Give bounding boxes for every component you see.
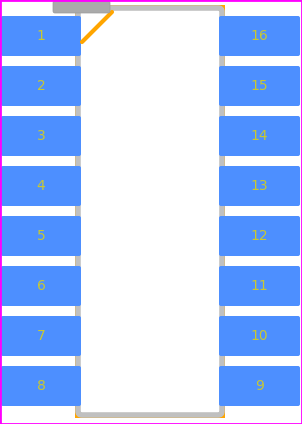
FancyBboxPatch shape (78, 8, 222, 415)
FancyBboxPatch shape (219, 166, 300, 206)
Text: 5: 5 (37, 229, 45, 243)
Text: 13: 13 (251, 179, 268, 193)
FancyBboxPatch shape (219, 216, 300, 256)
Text: 9: 9 (255, 379, 264, 393)
FancyBboxPatch shape (219, 116, 300, 156)
FancyBboxPatch shape (1, 316, 81, 356)
Text: 14: 14 (251, 129, 268, 143)
FancyBboxPatch shape (53, 1, 110, 13)
FancyBboxPatch shape (219, 16, 300, 56)
Text: 3: 3 (37, 129, 45, 143)
Text: 7: 7 (37, 329, 45, 343)
Text: 16: 16 (251, 29, 268, 43)
Text: 4: 4 (37, 179, 45, 193)
Text: 11: 11 (251, 279, 268, 293)
FancyBboxPatch shape (1, 266, 81, 306)
FancyBboxPatch shape (1, 166, 81, 206)
FancyBboxPatch shape (219, 316, 300, 356)
FancyBboxPatch shape (1, 16, 81, 56)
Text: 12: 12 (251, 229, 268, 243)
Text: 15: 15 (251, 79, 268, 93)
Text: 2: 2 (37, 79, 45, 93)
Bar (75, 5, 225, 418)
FancyBboxPatch shape (219, 266, 300, 306)
FancyBboxPatch shape (1, 366, 81, 406)
FancyBboxPatch shape (1, 66, 81, 106)
Text: 8: 8 (37, 379, 45, 393)
Text: 1: 1 (37, 29, 45, 43)
FancyBboxPatch shape (1, 216, 81, 256)
FancyBboxPatch shape (219, 66, 300, 106)
FancyBboxPatch shape (1, 116, 81, 156)
FancyBboxPatch shape (219, 366, 300, 406)
Text: 6: 6 (37, 279, 45, 293)
Text: 10: 10 (251, 329, 268, 343)
